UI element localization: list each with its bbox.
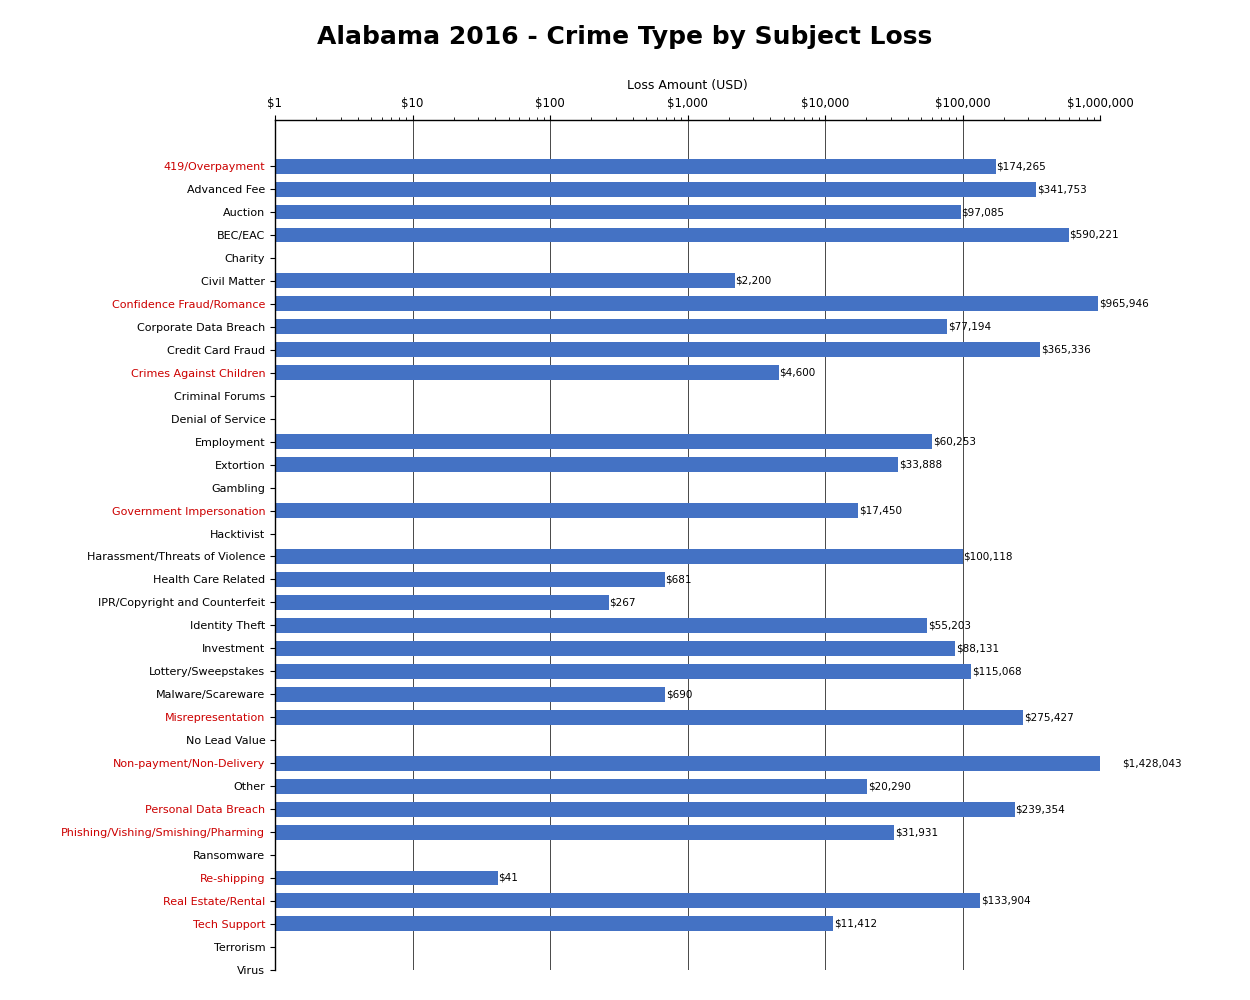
- Bar: [275, 365, 779, 380]
- Text: $60,253: $60,253: [934, 437, 976, 447]
- Text: $33,888: $33,888: [899, 460, 942, 470]
- Bar: [275, 572, 665, 587]
- Bar: [275, 319, 948, 334]
- Bar: [275, 664, 971, 679]
- Bar: [275, 641, 955, 656]
- Text: $55,203: $55,203: [928, 620, 971, 630]
- Text: $681: $681: [665, 574, 692, 584]
- Bar: [275, 457, 898, 472]
- Bar: [275, 710, 1022, 725]
- Bar: [275, 503, 859, 518]
- Bar: [275, 893, 980, 908]
- Text: $97,085: $97,085: [961, 207, 1005, 217]
- Text: $965,946: $965,946: [1099, 299, 1149, 309]
- Text: $11,412: $11,412: [834, 919, 877, 929]
- Text: $341,753: $341,753: [1036, 184, 1086, 194]
- Bar: [275, 802, 1015, 817]
- Bar: [275, 159, 996, 174]
- Text: Alabama 2016 - Crime Type by Subject Loss: Alabama 2016 - Crime Type by Subject Los…: [318, 25, 932, 49]
- Text: $133,904: $133,904: [981, 896, 1030, 906]
- Bar: [275, 916, 833, 931]
- Text: $275,427: $275,427: [1024, 712, 1074, 722]
- Text: $17,450: $17,450: [859, 506, 902, 516]
- Bar: [275, 228, 1069, 242]
- Bar: [275, 756, 1121, 771]
- Bar: [275, 273, 735, 288]
- Bar: [275, 342, 1040, 357]
- Text: $174,265: $174,265: [996, 161, 1046, 171]
- Text: $100,118: $100,118: [964, 551, 1012, 561]
- Bar: [275, 205, 961, 219]
- Text: $267: $267: [610, 597, 636, 607]
- Text: $115,068: $115,068: [971, 666, 1021, 676]
- Bar: [275, 779, 868, 794]
- Bar: [275, 825, 894, 840]
- Text: $239,354: $239,354: [1015, 804, 1065, 814]
- Text: $77,194: $77,194: [948, 322, 991, 332]
- Text: $1,428,043: $1,428,043: [1122, 758, 1181, 768]
- Text: $4,600: $4,600: [780, 368, 816, 378]
- X-axis label: Loss Amount (USD): Loss Amount (USD): [628, 79, 748, 92]
- Text: $88,131: $88,131: [956, 643, 999, 653]
- Text: $590,221: $590,221: [1070, 230, 1119, 240]
- Bar: [275, 434, 932, 449]
- Text: $365,336: $365,336: [1041, 345, 1090, 355]
- Bar: [275, 296, 1098, 311]
- Text: $31,931: $31,931: [895, 827, 939, 837]
- Text: $41: $41: [498, 873, 518, 883]
- Text: $20,290: $20,290: [869, 781, 911, 791]
- Bar: [275, 618, 928, 633]
- Bar: [275, 182, 1036, 197]
- Bar: [275, 549, 962, 564]
- Text: $690: $690: [666, 689, 692, 699]
- Text: $2,200: $2,200: [735, 276, 771, 286]
- Bar: [275, 595, 609, 610]
- Bar: [275, 871, 499, 885]
- Bar: [275, 687, 665, 702]
